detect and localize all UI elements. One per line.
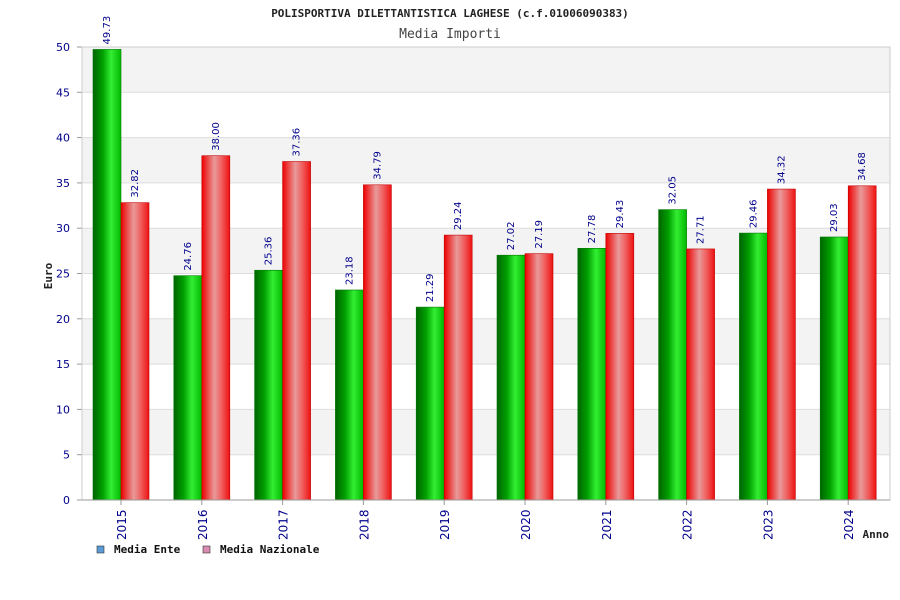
x-tick-label: 2019 [438,509,452,540]
bar-ente [173,275,203,501]
legend: Media Ente Media Nazionale [96,543,320,556]
bar-nazionale [282,161,311,501]
bar-nazionale [524,253,554,501]
x-axis-ticks: 2015 2016 2017 2018 2019 2020 2021 2022 2023 2024 [115,500,856,540]
data-label-ente: 32.05 [668,176,679,205]
x-tick-label: 2018 [357,509,371,540]
data-label-ente: 29.46 [748,199,759,228]
x-tick-label: 2016 [196,509,210,540]
grid-band [82,92,890,138]
bar-nazionale [767,188,796,501]
data-label-nazionale: 37.36 [292,128,303,157]
grid-band [82,47,890,93]
y-tick-label: 25 [56,268,70,281]
y-tick-label: 50 [56,41,70,54]
data-label-nazionale: 29.43 [615,200,626,229]
y-tick-label: 45 [56,86,70,99]
x-tick-label: 2017 [277,509,291,540]
data-label-ente: 29.03 [829,203,840,232]
bar-ente [739,232,768,501]
data-label-nazionale: 34.79 [372,151,383,180]
data-label-nazionale: 34.32 [776,155,787,184]
data-label-nazionale: 29.24 [453,201,464,230]
y-tick-label: 5 [63,449,70,462]
chart-subtitle: Media Importi [399,27,501,42]
x-axis-label: Anno [863,528,890,541]
x-tick-label: 2021 [600,509,614,540]
bar-ente [496,254,526,501]
y-tick-label: 40 [56,132,70,145]
bar-nazionale [686,248,715,501]
legend-swatch-ente [96,545,105,554]
data-label-ente: 27.02 [506,222,517,251]
data-label-ente: 21.29 [425,273,436,302]
data-label-ente: 23.18 [344,256,355,285]
bar-nazionale [847,185,877,501]
bar-ente [415,306,445,501]
legend-label-nazionale: Media Nazionale [220,543,320,556]
data-label-ente: 24.76 [183,242,194,271]
bar-ente [254,269,283,501]
y-tick-label: 20 [56,313,70,326]
bar-nazionale [443,234,473,501]
bar-nazionale [363,184,392,501]
data-label-nazionale: 27.71 [696,215,707,244]
bar-ente [335,289,364,501]
x-tick-label: 2015 [115,509,129,540]
x-tick-label: 2022 [681,509,695,540]
x-tick-label: 2024 [842,509,856,540]
data-label-nazionale: 32.82 [130,169,141,198]
bar-ente [819,236,849,501]
bar-nazionale [201,155,231,501]
chart-title: POLISPORTIVA DILETTANTISTICA LAGHESE (c.… [271,7,629,20]
bar-ente [577,248,607,501]
y-tick-label: 35 [56,177,70,190]
y-tick-label: 15 [56,358,70,371]
y-axis-ticks: 0 5 10 15 20 25 30 35 40 45 50 [56,41,82,507]
legend-label-ente: Media Ente [114,543,181,556]
data-label-nazionale: 38.00 [211,122,222,151]
bar-nazionale [120,202,150,501]
x-tick-label: 2023 [761,509,775,540]
data-label-ente: 25.36 [264,237,275,266]
data-label-nazionale: 34.68 [857,152,868,181]
bar-nazionale [605,233,635,501]
bars [92,49,877,501]
bar-ente [658,209,687,501]
y-tick-label: 0 [63,494,70,507]
y-axis-label: Euro [42,262,55,289]
data-labels: 49.73 32.82 24.76 38.00 25.36 37.36 23.18 34.79… [102,16,868,302]
y-tick-label: 10 [56,403,70,416]
bar-ente [92,49,122,501]
x-tick-label: 2020 [519,509,533,540]
y-tick-label: 30 [56,222,70,235]
legend-swatch-nazionale [202,545,211,554]
data-label-nazionale: 27.19 [534,220,545,249]
data-label-ente: 27.78 [587,215,598,244]
data-label-ente: 49.73 [102,16,113,45]
